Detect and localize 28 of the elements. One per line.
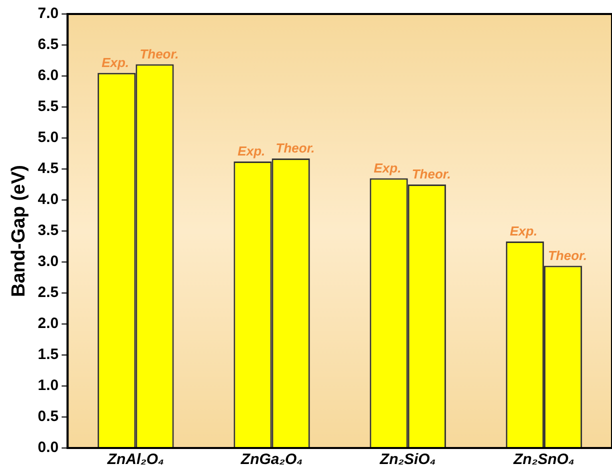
y-tick-label: 7.0 (38, 5, 59, 22)
text: Exp. (238, 144, 266, 159)
series-label: Exp. (510, 224, 538, 239)
y-tick-label: 0.5 (38, 408, 59, 426)
y-axis-title: Band-Gap (eV) (8, 165, 30, 297)
x-tick-label: ZnAl₂O₄ (106, 451, 164, 468)
y-tick-label: 6.5 (38, 36, 59, 54)
text: Theor. (140, 46, 179, 62)
y-tick-label: 3.0 (38, 253, 59, 270)
y-tick-label: 0.0 (38, 439, 59, 456)
text: Exp. (102, 54, 130, 70)
text: Exp. (374, 160, 402, 176)
y-tick-label: 5.5 (38, 98, 59, 116)
text: Theor. (276, 140, 315, 156)
y-tick-label: 1.5 (38, 346, 59, 364)
y-tick-label: 2.0 (38, 315, 59, 332)
y-tick-label: 5.0 (38, 129, 59, 146)
series-label: Theor. (412, 166, 451, 182)
y-tick-label: 1.0 (38, 377, 59, 394)
y-tick-label: 3.5 (38, 222, 59, 240)
x-tick-label: Zn₂SiO₄ (378, 451, 436, 468)
text: Theor. (548, 248, 587, 263)
y-tick-label: 2.5 (38, 284, 59, 302)
y-tick-label: 6.0 (38, 67, 59, 84)
y-tick-label: 4.5 (38, 160, 59, 178)
y-tick-label: 4.0 (38, 191, 59, 208)
x-tick-label: ZnGa₂O₄ (240, 451, 303, 468)
x-tick-label: Zn₂SnO₄ (512, 451, 574, 468)
